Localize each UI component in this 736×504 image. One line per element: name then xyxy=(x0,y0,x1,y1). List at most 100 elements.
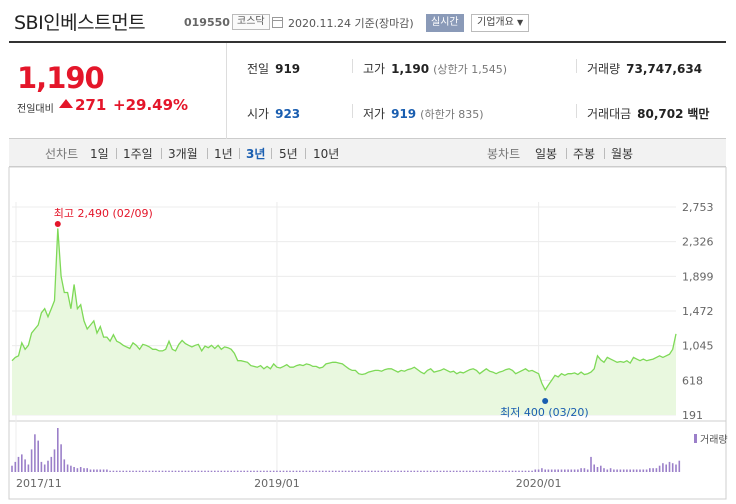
volume-bar xyxy=(433,470,435,472)
volume-bar xyxy=(305,470,308,472)
volume-legend-swatch xyxy=(694,434,697,443)
volume-bar xyxy=(286,470,288,472)
volume-bar xyxy=(652,468,654,472)
quote-date: 2020.11.24 기준(장마감) xyxy=(288,17,414,30)
y-tick-label: 1,472 xyxy=(682,305,714,318)
prev-close-label: 전일 xyxy=(247,62,270,76)
period-1w[interactable]: 1주일 xyxy=(123,147,153,161)
line-chart-label: 선차트 xyxy=(45,147,79,161)
divider xyxy=(352,59,353,73)
trade-value-label: 거래대금 xyxy=(587,107,632,121)
volume-bar xyxy=(227,470,229,472)
volume-bar xyxy=(181,470,183,472)
volume-bar xyxy=(292,470,295,472)
company-info-label: 기업개요 xyxy=(477,17,514,28)
volume-bar xyxy=(148,470,151,472)
volume-bar xyxy=(492,470,494,472)
volume-bar xyxy=(312,470,314,472)
open-label: 시가 xyxy=(247,107,270,121)
volume-bar xyxy=(102,469,105,472)
volume-bar xyxy=(295,470,298,472)
volume-bar xyxy=(86,468,88,472)
volume-bar xyxy=(472,470,474,472)
company-info-dropdown[interactable]: 기업개요 ▼ xyxy=(471,14,530,32)
volume-bar xyxy=(308,470,311,472)
period-3m[interactable]: 3개월 xyxy=(168,147,198,161)
volume-bar xyxy=(616,469,618,472)
volume-bar xyxy=(328,470,331,472)
candle-weekly[interactable]: 주봉 xyxy=(573,147,596,161)
volume-bar xyxy=(590,456,592,472)
divider xyxy=(161,148,162,159)
y-tick-label: 1,899 xyxy=(682,270,714,283)
volume-bar xyxy=(263,470,265,472)
volume-bar xyxy=(223,470,226,472)
volume-bar xyxy=(371,470,373,472)
volume-bar xyxy=(341,470,344,472)
volume-bar xyxy=(27,464,30,472)
chevron-down-icon: ▼ xyxy=(517,18,524,27)
volume-bar xyxy=(407,470,409,472)
volume-bar xyxy=(266,470,268,472)
volume-bar xyxy=(505,470,507,472)
volume-bar xyxy=(246,470,249,472)
volume-bar xyxy=(586,469,589,472)
volume-bar xyxy=(299,470,301,472)
volume-bar xyxy=(43,464,46,472)
volume-bar xyxy=(99,469,102,472)
volume-bar xyxy=(655,468,658,472)
volume-bar xyxy=(642,469,645,472)
volume-bar xyxy=(279,470,281,472)
volume-bar xyxy=(606,469,609,472)
volume-bar xyxy=(662,463,664,472)
realtime-button[interactable]: 실시간 xyxy=(426,14,464,32)
volume-bar xyxy=(550,469,553,472)
volume-bar xyxy=(596,467,599,472)
price-chart: 2,753 2,326 1,899 1,472 1,045 618 191 2017/11 20… xyxy=(0,166,736,500)
volume-bar xyxy=(161,470,164,472)
candle-monthly[interactable]: 월봉 xyxy=(611,147,634,161)
period-3y[interactable]: 3년 xyxy=(246,147,266,161)
volume-bar xyxy=(531,470,533,472)
volume-bar xyxy=(122,470,124,472)
period-1d[interactable]: 1일 xyxy=(90,147,109,161)
volume-bar xyxy=(413,470,416,472)
volume-bar xyxy=(560,469,563,472)
period-1y[interactable]: 1년 xyxy=(214,147,233,161)
stock-code: 019550 xyxy=(184,16,230,29)
volume-bar xyxy=(665,464,667,472)
divider xyxy=(239,148,240,159)
volume-bar xyxy=(187,470,190,472)
volume-bar xyxy=(14,461,17,472)
divider xyxy=(352,104,353,118)
volume-bar xyxy=(37,440,39,472)
divider xyxy=(207,148,208,159)
volume-bar xyxy=(240,470,242,472)
volume-bar xyxy=(34,434,36,472)
volume-bar xyxy=(60,444,62,472)
volume-bar xyxy=(93,469,95,472)
volume-bar xyxy=(420,470,422,472)
low-label: 저가 xyxy=(363,107,386,121)
volume-bar xyxy=(236,470,239,472)
volume-bar xyxy=(501,470,504,472)
period-10y[interactable]: 10년 xyxy=(313,147,340,161)
candle-daily[interactable]: 일봉 xyxy=(535,147,558,161)
volume-bar xyxy=(142,470,144,472)
volume-bar xyxy=(331,470,334,472)
volume-bar xyxy=(478,470,481,472)
lower-limit: (하한가 835) xyxy=(420,108,484,121)
volume-bar xyxy=(89,469,92,472)
volume-bar xyxy=(259,470,262,472)
volume-bar xyxy=(125,470,128,472)
volume-bar xyxy=(106,469,108,472)
volume-bar xyxy=(410,470,412,472)
volume-bar xyxy=(207,470,210,472)
up-arrow-icon xyxy=(59,99,73,108)
candle-chart-label: 봉차트 xyxy=(487,147,521,161)
volume-bar xyxy=(210,470,213,472)
volume-bar xyxy=(475,470,478,472)
volume-bar xyxy=(577,469,579,472)
period-5y[interactable]: 5년 xyxy=(279,147,298,161)
volume-bar xyxy=(397,470,399,472)
